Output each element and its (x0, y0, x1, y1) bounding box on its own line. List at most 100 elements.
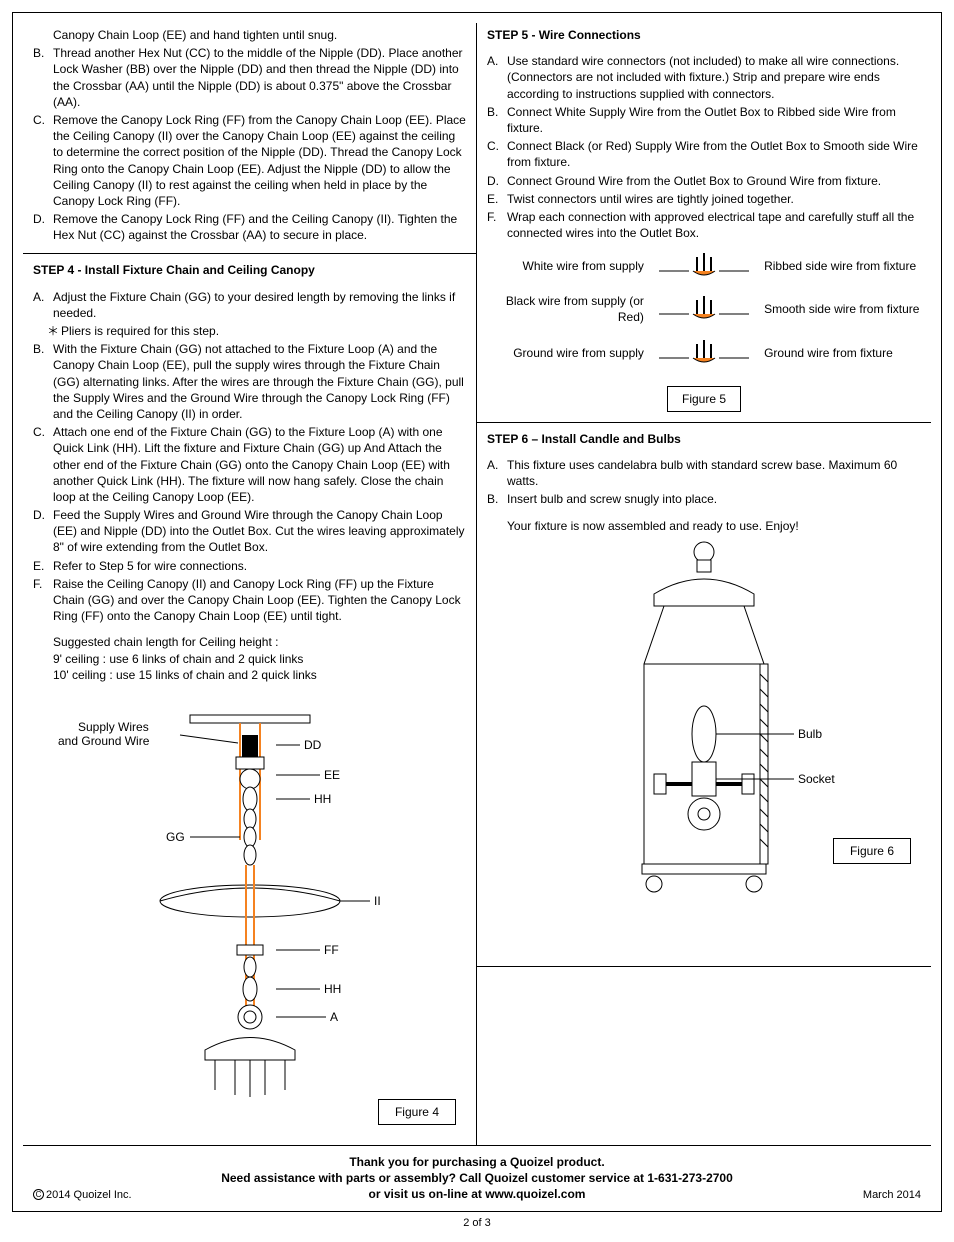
step6-title: STEP 6 – Install Candle and Bulbs (487, 431, 921, 447)
text: Insert bulb and screw snugly into place. (507, 492, 717, 506)
chain-hint-title: Suggested chain length for Ceiling heigh… (53, 634, 466, 650)
text: Feed the Supply Wires and Ground Wire th… (53, 508, 465, 554)
list-item: Raise the Ceiling Canopy (II) and Canopy… (33, 576, 466, 625)
chain-hint-9: 9' ceiling : use 6 links of chain and 2 … (53, 651, 466, 667)
wire-connector-icon (652, 294, 756, 324)
wire-right-label: Ground wire from fixture (756, 345, 921, 361)
wire-row: Black wire from supply (or Red) Smooth s… (487, 293, 921, 325)
step3-continued-list: Canopy Chain Loop (EE) and hand tighten … (33, 27, 466, 243)
figure-4-svg: Supply Wires and Ground Wire DD EE HH GG… (40, 695, 460, 1125)
divider (477, 422, 931, 423)
list-item: Attach one end of the Fixture Chain (GG)… (33, 424, 466, 505)
list-item: This fixture uses candelabra bulb with s… (487, 457, 921, 489)
footer-line2: Need assistance with parts or assembly? … (33, 1170, 921, 1186)
label-FF: FF (324, 943, 339, 957)
wire-right-label: Ribbed side wire from fixture (756, 258, 921, 274)
list-item: Wrap each connection with approved elect… (487, 209, 921, 241)
figure-6-svg: Bulb Socket (554, 534, 854, 934)
text: Canopy Chain Loop (EE) and hand tighten … (53, 28, 337, 42)
text: Raise the Ceiling Canopy (II) and Canopy… (53, 577, 461, 623)
text: Connect Black (or Red) Supply Wire from … (507, 139, 918, 169)
wire-row: White wire from supply Ribbed side wire … (487, 251, 921, 281)
footer-copyright: C2014 Quoizel Inc. (33, 1188, 132, 1203)
label-DD: DD (304, 738, 322, 752)
text: Use standard wire connectors (not includ… (507, 54, 899, 100)
two-column-layout: Canopy Chain Loop (EE) and hand tighten … (23, 23, 931, 1146)
text: Attach one end of the Fixture Chain (GG)… (53, 425, 450, 504)
footer: Thank you for purchasing a Quoizel produ… (23, 1146, 931, 1205)
text: With the Fixture Chain (GG) not attached… (53, 342, 464, 421)
enjoy-text: Your fixture is now assembled and ready … (487, 518, 921, 534)
text: Thread another Hex Nut (CC) to the middl… (53, 46, 463, 109)
step4-list: Adjust the Fixture Chain (GG) to your de… (33, 289, 466, 321)
wire-left-label: Ground wire from supply (487, 345, 652, 361)
step4-note: Pliers is required for this step. (33, 323, 466, 339)
svg-text:Socket: Socket (798, 772, 835, 786)
svg-text:and Ground Wire: and Ground Wire (58, 734, 150, 748)
list-item: Remove the Canopy Lock Ring (FF) and the… (33, 211, 466, 243)
step5-list: Use standard wire connectors (not includ… (487, 53, 921, 241)
label-HH2: HH (324, 982, 341, 996)
step6-a: STEP 6 (487, 432, 528, 446)
text: Refer to Step 5 for wire connections. (53, 559, 247, 573)
dash: – (531, 432, 541, 446)
figure-5-label: Figure 5 (667, 386, 741, 412)
chain-hint: Suggested chain length for Ceiling heigh… (33, 634, 466, 683)
divider (23, 253, 476, 254)
chain-hint-10: 10' ceiling : use 15 links of chain and … (53, 667, 466, 683)
label-II: II (374, 894, 381, 908)
empty-cell (477, 966, 931, 1136)
step4-title: STEP 4 - Install Fixture Chain and Ceili… (33, 262, 466, 278)
page-border: Canopy Chain Loop (EE) and hand tighten … (12, 12, 942, 1212)
text: This fixture uses candelabra bulb with s… (507, 458, 897, 488)
wire-row: Ground wire from supply Ground wire from… (487, 338, 921, 368)
svg-text:Bulb: Bulb (798, 727, 822, 741)
figure-5-label-row: Figure 5 (487, 380, 921, 412)
footer-line1: Thank you for purchasing a Quoizel produ… (33, 1154, 921, 1170)
left-column: Canopy Chain Loop (EE) and hand tighten … (23, 23, 477, 1145)
list-item: Twist connectors until wires are tightly… (487, 191, 921, 207)
list-item: Adjust the Fixture Chain (GG) to your de… (33, 289, 466, 321)
step5-title: STEP 5 - Wire Connections (487, 27, 921, 43)
wire-connector-icon (652, 251, 756, 281)
label-A: A (330, 1010, 338, 1024)
wire-left-label: Black wire from supply (or Red) (487, 293, 652, 325)
footer-date: March 2014 (863, 1188, 921, 1203)
copyright-icon: C (33, 1189, 44, 1200)
step6-b: Install Candle and Bulbs (542, 432, 681, 446)
wire-connector-icon (652, 338, 756, 368)
text: Remove the Canopy Lock Ring (FF) and the… (53, 212, 457, 242)
list-item: Connect Ground Wire from the Outlet Box … (487, 173, 921, 189)
list-item: Canopy Chain Loop (EE) and hand tighten … (33, 27, 466, 43)
figure-6: Bulb Socket Figure 6 (487, 534, 921, 954)
wire-right-label: Smooth side wire from fixture (756, 301, 921, 317)
list-item: Refer to Step 5 for wire connections. (33, 558, 466, 574)
text: Wrap each connection with approved elect… (507, 210, 914, 240)
list-item: Feed the Supply Wires and Ground Wire th… (33, 507, 466, 556)
svg-text:Supply Wires: Supply Wires (78, 720, 149, 734)
list-item: Connect White Supply Wire from the Outle… (487, 104, 921, 136)
text: Remove the Canopy Lock Ring (FF) from th… (53, 113, 466, 208)
copyright-text: 2014 Quoizel Inc. (46, 1189, 132, 1201)
figure-4-label: Figure 4 (378, 1099, 456, 1125)
list-item: Thread another Hex Nut (CC) to the middl… (33, 45, 466, 110)
list-item: Use standard wire connectors (not includ… (487, 53, 921, 102)
label-HH: HH (314, 792, 331, 806)
wire-left-label: White wire from supply (487, 258, 652, 274)
footer-line3: or visit us on-line at www.quoizel.com (33, 1186, 921, 1202)
label-GG: GG (166, 830, 185, 844)
step6-list: This fixture uses candelabra bulb with s… (487, 457, 921, 508)
right-column: STEP 5 - Wire Connections Use standard w… (477, 23, 931, 1145)
list-item: Connect Black (or Red) Supply Wire from … (487, 138, 921, 170)
text: Connect Ground Wire from the Outlet Box … (507, 174, 881, 188)
list-item: With the Fixture Chain (GG) not attached… (33, 341, 466, 422)
text: Connect White Supply Wire from the Outle… (507, 105, 896, 135)
list-item: Insert bulb and screw snugly into place. (487, 491, 921, 507)
page-number: 2 of 3 (12, 1216, 942, 1231)
list-item: Remove the Canopy Lock Ring (FF) from th… (33, 112, 466, 209)
step4-list-b: With the Fixture Chain (GG) not attached… (33, 341, 466, 624)
text: Twist connectors until wires are tightly… (507, 192, 794, 206)
text: Adjust the Fixture Chain (GG) to your de… (53, 290, 455, 320)
label-EE: EE (324, 768, 340, 782)
figure-6-label: Figure 6 (833, 838, 911, 864)
